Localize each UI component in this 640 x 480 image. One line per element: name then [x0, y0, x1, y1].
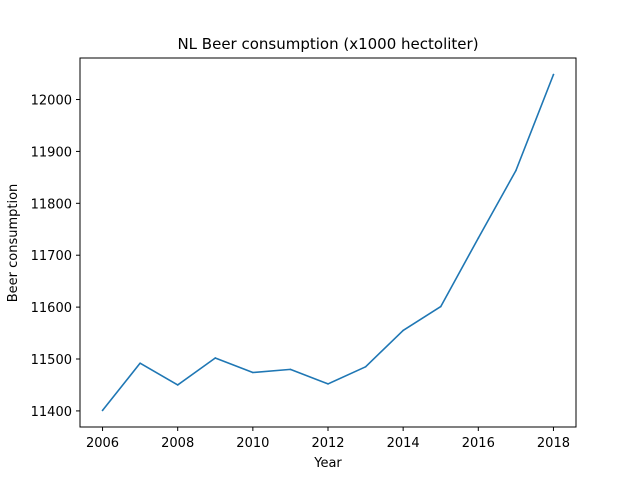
x-tick-label: 2014	[387, 436, 420, 451]
data-point	[139, 362, 141, 364]
data-point	[477, 237, 480, 239]
y-tick-label: 11900	[31, 145, 72, 160]
data-point	[327, 383, 329, 385]
x-tick-label: 2010	[236, 436, 269, 451]
y-tick-label: 11800	[31, 197, 72, 212]
plot-frame	[79, 57, 577, 428]
data-point	[101, 409, 104, 412]
y-tick-label: 11500	[31, 353, 72, 368]
series-line	[101, 73, 555, 412]
x-tick-label: 2018	[537, 436, 570, 451]
data-point	[214, 357, 217, 359]
data-point	[364, 365, 367, 368]
x-tick-label: 2016	[462, 436, 495, 451]
data-point	[439, 305, 442, 308]
y-axis-title: Beer consumption	[6, 184, 21, 303]
data-point	[252, 371, 254, 374]
x-tick-label: 2012	[311, 436, 344, 451]
x-axis-title: Year	[313, 456, 342, 471]
y-tick-label: 11600	[31, 301, 72, 316]
chart-title: NL Beer consumption (x1000 hectoliter)	[177, 35, 478, 53]
line-layer	[101, 73, 555, 412]
data-point	[176, 384, 179, 386]
y-tick-label: 11700	[31, 249, 72, 264]
y-tick-label: 11400	[31, 405, 72, 420]
tick-layer: 2006 2008 2010 2012 2014 2016 2018 11400 11500 11…	[31, 94, 570, 451]
x-tick-label: 2008	[161, 436, 194, 451]
data-point	[289, 368, 292, 371]
data-point	[515, 169, 517, 172]
x-tick-label: 2006	[86, 436, 119, 451]
data-point	[402, 329, 404, 332]
y-tick-label: 12000	[31, 94, 72, 109]
data-point	[552, 73, 555, 76]
